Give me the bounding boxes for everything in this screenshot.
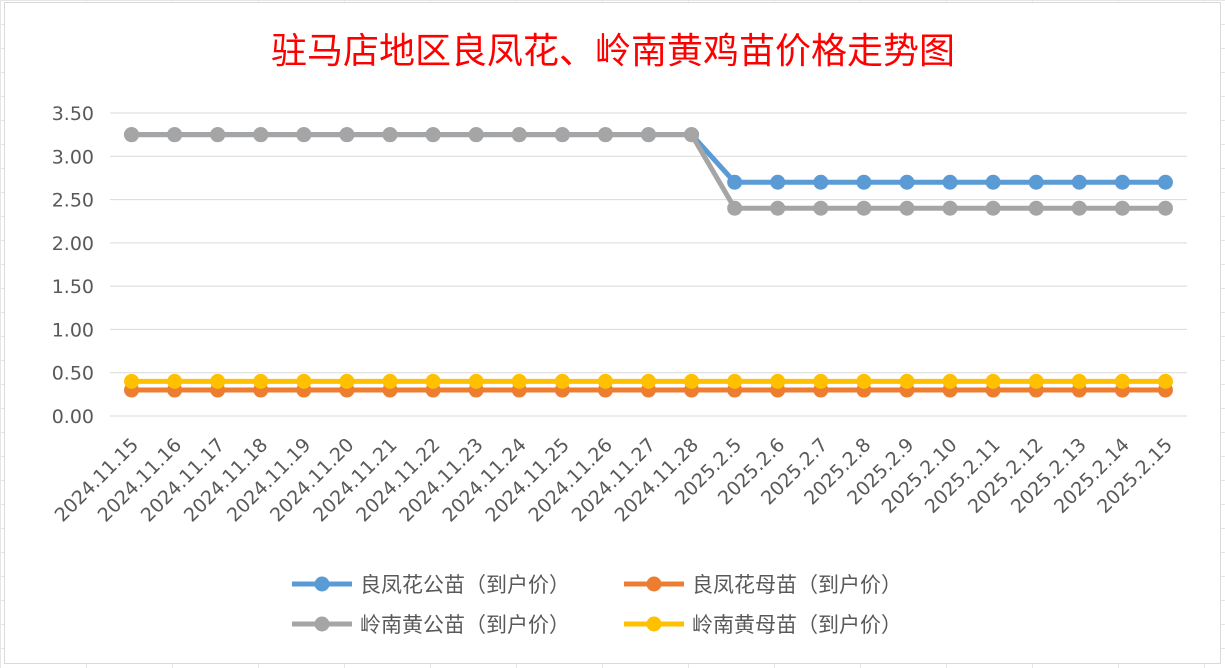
- legend-label: 岭南黄公苗（到户价）: [360, 613, 570, 637]
- legend-entry[interactable]: 良凤花母苗（到户价）: [624, 573, 902, 597]
- data-point: [1114, 200, 1130, 216]
- data-point: [425, 127, 441, 143]
- data-point: [942, 373, 958, 389]
- data-point: [511, 373, 527, 389]
- legend-marker: [314, 616, 330, 632]
- legend-marker: [646, 616, 662, 632]
- legend-marker: [314, 576, 330, 592]
- data-point: [296, 127, 312, 143]
- data-point: [1071, 373, 1087, 389]
- data-point: [597, 373, 613, 389]
- legend-marker: [646, 576, 662, 592]
- y-tick-label: 0.50: [52, 363, 94, 385]
- data-point: [167, 127, 183, 143]
- data-point: [1114, 373, 1130, 389]
- data-point: [813, 373, 829, 389]
- legend-entry[interactable]: 良凤花公苗（到户价）: [292, 573, 570, 597]
- data-point: [124, 127, 140, 143]
- data-point: [124, 373, 140, 389]
- data-point: [554, 373, 570, 389]
- legend-label: 岭南黄母苗（到户价）: [692, 613, 902, 637]
- data-point: [727, 200, 743, 216]
- y-tick-label: 1.00: [52, 319, 94, 341]
- data-point: [382, 127, 398, 143]
- data-point: [770, 373, 786, 389]
- data-point: [554, 127, 570, 143]
- data-point: [684, 373, 700, 389]
- data-point: [1157, 174, 1173, 190]
- data-point: [339, 127, 355, 143]
- data-point: [167, 373, 183, 389]
- y-tick-label: 1.50: [52, 276, 94, 298]
- x-axis-ticks: 2024.11.152024.11.162024.11.172024.11.18…: [51, 434, 1177, 526]
- data-point: [425, 373, 441, 389]
- legend-entry[interactable]: 岭南黄母苗（到户价）: [624, 613, 902, 637]
- series-line: [131, 132, 1166, 211]
- y-tick-label: 3.00: [52, 146, 94, 168]
- chart-title: 驻马店地区良凤花、岭南黄鸡苗价格走势图: [271, 31, 955, 72]
- data-point: [1157, 200, 1173, 216]
- data-point: [1028, 174, 1044, 190]
- legend-entry[interactable]: 岭南黄公苗（到户价）: [292, 613, 570, 637]
- data-point: [985, 200, 1001, 216]
- data-point: [468, 373, 484, 389]
- data-point: [339, 373, 355, 389]
- data-point: [511, 127, 527, 143]
- data-point: [253, 373, 269, 389]
- data-point: [942, 200, 958, 216]
- data-point: [856, 373, 872, 389]
- legend: 良凤花公苗（到户价） 良凤花母苗（到户价） 岭南黄公苗（到户价） 岭南黄母苗（到户价）: [292, 573, 902, 637]
- data-point: [770, 174, 786, 190]
- data-point: [727, 174, 743, 190]
- data-point: [727, 373, 743, 389]
- data-point: [684, 127, 700, 143]
- legend-label: 良凤花公苗（到户价）: [360, 573, 570, 597]
- data-point: [856, 174, 872, 190]
- gridlines: [110, 112, 1187, 417]
- data-point: [813, 200, 829, 216]
- data-point: [1071, 200, 1087, 216]
- data-point: [899, 174, 915, 190]
- series-4: [124, 373, 1173, 389]
- data-point: [899, 373, 915, 389]
- data-point: [253, 127, 269, 143]
- y-tick-label: 0.00: [52, 406, 94, 428]
- data-point: [210, 127, 226, 143]
- data-point: [1157, 373, 1173, 389]
- data-point: [1028, 200, 1044, 216]
- chart-area[interactable]: 驻马店地区良凤花、岭南黄鸡苗价格走势图 0.00 0.50 1.00 1.50 2.00…: [4, 2, 1221, 664]
- data-point: [813, 174, 829, 190]
- data-point: [210, 373, 226, 389]
- data-point: [942, 174, 958, 190]
- legend-label: 良凤花母苗（到户价）: [692, 573, 902, 597]
- data-point: [856, 200, 872, 216]
- series-lines: [124, 127, 1173, 398]
- data-point: [985, 174, 1001, 190]
- data-point: [641, 127, 656, 143]
- data-point: [985, 373, 1001, 389]
- data-point: [597, 127, 613, 143]
- data-point: [770, 200, 786, 216]
- data-point: [468, 127, 484, 143]
- y-axis-ticks: 0.00 0.50 1.00 1.50 2.00 2.50 3.00 3.50: [52, 103, 94, 428]
- data-point: [1114, 174, 1130, 190]
- data-point: [296, 373, 312, 389]
- data-point: [1028, 373, 1044, 389]
- y-tick-label: 3.50: [52, 103, 94, 125]
- data-point: [641, 373, 656, 389]
- series-3: [124, 127, 1173, 216]
- y-tick-label: 2.50: [52, 190, 94, 212]
- y-tick-label: 2.00: [52, 233, 94, 255]
- data-point: [899, 200, 915, 216]
- data-point: [1071, 174, 1087, 190]
- data-point: [382, 373, 398, 389]
- line-chart: 驻马店地区良凤花、岭南黄鸡苗价格走势图 0.00 0.50 1.00 1.50 2.00…: [51, 31, 1187, 637]
